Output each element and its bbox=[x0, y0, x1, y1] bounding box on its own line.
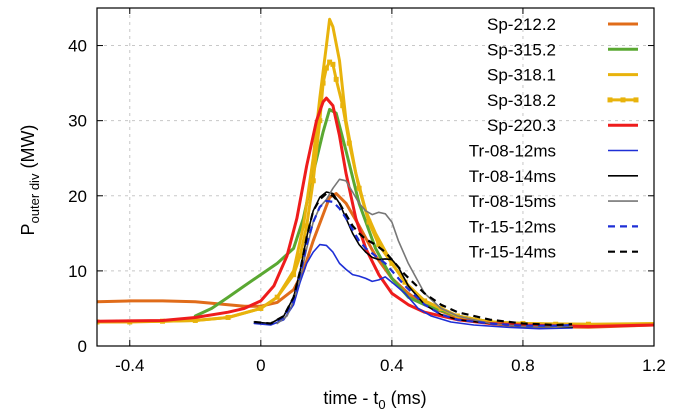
series-point bbox=[330, 61, 336, 67]
y-tick-label: 20 bbox=[68, 187, 87, 206]
series-sp-318-1 bbox=[97, 17, 654, 326]
series-line bbox=[97, 96, 654, 328]
legend-item: Tr-08-14ms bbox=[469, 167, 638, 186]
plot-frame bbox=[96, 7, 655, 347]
series-point bbox=[389, 260, 395, 266]
legend-label: Tr-08-12ms bbox=[469, 142, 556, 161]
legend-label: Sp-315.2 bbox=[487, 40, 556, 59]
legend-label: Sp-318.1 bbox=[487, 66, 556, 85]
grid bbox=[97, 8, 654, 346]
legend-label: Tr-15-12ms bbox=[469, 217, 556, 236]
legend-label: Sp-212.2 bbox=[487, 15, 556, 34]
series-line bbox=[253, 243, 573, 330]
series-point bbox=[304, 223, 310, 229]
legend-item: Tr-08-12ms bbox=[469, 142, 638, 161]
x-axis-label: time - t0 (ms) bbox=[323, 388, 426, 412]
series-point bbox=[340, 103, 346, 109]
legend-marker bbox=[633, 97, 639, 103]
series-point bbox=[225, 314, 231, 320]
series-point bbox=[356, 185, 362, 191]
series-point bbox=[333, 76, 339, 82]
series-tr-15-14ms bbox=[254, 192, 573, 327]
series-point bbox=[585, 321, 591, 327]
series-point bbox=[192, 317, 198, 323]
x-tick-label: 0.4 bbox=[380, 356, 404, 375]
legend-item: Tr-08-15ms bbox=[469, 192, 638, 211]
legend-item: Tr-15-12ms bbox=[469, 217, 638, 236]
x-tick-label: 1.2 bbox=[642, 356, 666, 375]
legend-label: Tr-15-14ms bbox=[469, 243, 556, 262]
series-point bbox=[487, 319, 493, 325]
series-point bbox=[320, 80, 326, 86]
legend-item: Sp-318.1 bbox=[487, 66, 638, 85]
y-tick-label: 0 bbox=[78, 337, 87, 356]
x-tick-label: -0.4 bbox=[115, 356, 144, 375]
legend-marker bbox=[620, 97, 626, 103]
series-point bbox=[297, 253, 303, 259]
series-line bbox=[254, 192, 573, 327]
y-tick-label: 10 bbox=[68, 262, 87, 281]
series-point bbox=[376, 242, 382, 248]
series-point bbox=[323, 65, 329, 71]
series-point bbox=[346, 140, 352, 146]
series-point bbox=[402, 279, 408, 285]
legend-item: Sp-220.3 bbox=[487, 116, 638, 135]
series-point bbox=[327, 59, 333, 65]
series-line bbox=[97, 17, 654, 326]
series-point bbox=[366, 219, 372, 225]
series-lines bbox=[97, 17, 654, 330]
y-tick-label: 30 bbox=[68, 112, 87, 131]
legend-marker bbox=[607, 97, 613, 103]
series-line bbox=[254, 199, 573, 327]
legend-item: Tr-15-14ms bbox=[469, 243, 638, 262]
series-sp-220-3 bbox=[97, 96, 654, 328]
series-point bbox=[291, 272, 297, 278]
legend-item: Sp-212.2 bbox=[487, 15, 638, 34]
legend: Sp-212.2 Sp-315.2 Sp-318.1 Sp-318.2 Sp-220.3… bbox=[469, 15, 639, 262]
legend-label: Sp-220.3 bbox=[487, 116, 556, 135]
legend-item: Sp-315.2 bbox=[487, 40, 638, 59]
legend-label: Sp-318.2 bbox=[487, 91, 556, 110]
series-point bbox=[310, 178, 316, 184]
series-tr-08-12ms bbox=[253, 243, 573, 330]
series-point bbox=[422, 298, 428, 304]
axis-ticks: -0.4 0 0.4 0.8 1.2 0 10 20 30 40 bbox=[68, 8, 666, 375]
legend-label: Tr-08-15ms bbox=[469, 192, 556, 211]
x-tick-label: 0.8 bbox=[511, 356, 535, 375]
series-point bbox=[258, 305, 264, 311]
legend-item: Sp-318.2 bbox=[487, 91, 639, 110]
legend-label: Tr-08-14ms bbox=[469, 167, 556, 186]
series-point bbox=[317, 118, 323, 124]
y-tick-label: 40 bbox=[68, 37, 87, 56]
series-point bbox=[553, 321, 559, 327]
series-point bbox=[274, 294, 280, 300]
x-tick-label: 0 bbox=[256, 356, 265, 375]
y-axis-label: Pouter div (MW) bbox=[18, 125, 42, 236]
series-tr-15-12ms bbox=[254, 199, 573, 327]
